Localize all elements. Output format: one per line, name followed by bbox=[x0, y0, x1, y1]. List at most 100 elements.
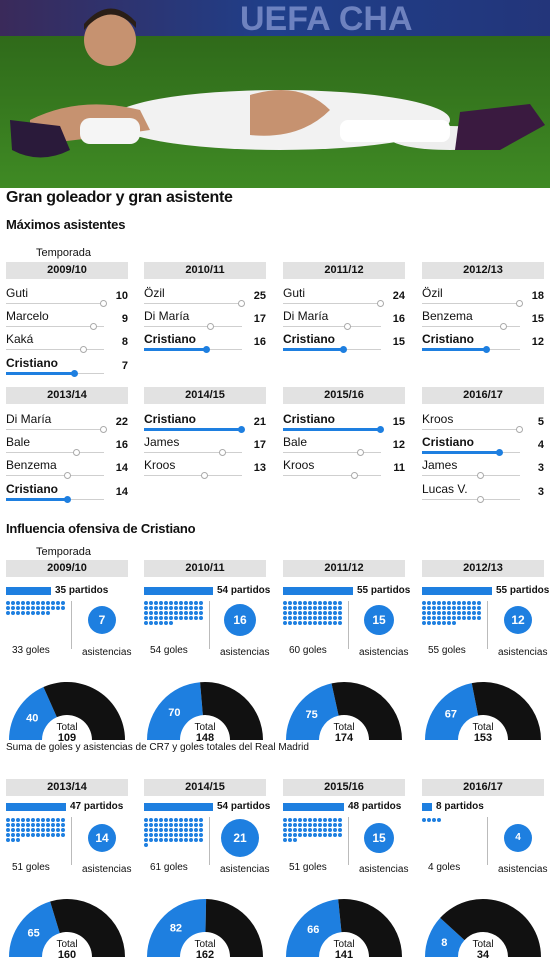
donut-total-value: 34 bbox=[477, 949, 490, 959]
assist-track bbox=[283, 452, 381, 453]
goal-dot bbox=[174, 823, 178, 827]
divider bbox=[209, 817, 210, 865]
player-name: Kroos bbox=[422, 412, 454, 426]
goal-dot bbox=[437, 606, 441, 610]
goal-dot bbox=[16, 611, 20, 615]
season-header: 2010/11 bbox=[144, 560, 266, 577]
goal-dot bbox=[333, 606, 337, 610]
assist-row: Kaká 8 bbox=[6, 332, 128, 354]
goals-dots bbox=[144, 601, 204, 625]
assist-track bbox=[6, 452, 104, 453]
goal-dot bbox=[283, 606, 287, 610]
goal-dot bbox=[184, 611, 188, 615]
goals-dots bbox=[144, 818, 204, 847]
season-header: 2011/12 bbox=[283, 560, 405, 577]
goal-dot bbox=[159, 611, 163, 615]
goal-dot bbox=[462, 616, 466, 620]
assist-track bbox=[422, 326, 520, 327]
goal-dot bbox=[11, 838, 15, 842]
goal-dot bbox=[432, 621, 436, 625]
goal-dot bbox=[21, 828, 25, 832]
assist-track bbox=[6, 303, 104, 304]
goal-dot bbox=[318, 616, 322, 620]
goal-dot bbox=[154, 611, 158, 615]
player-name: Benzema bbox=[422, 309, 473, 323]
goal-dot bbox=[169, 828, 173, 832]
assist-marker bbox=[80, 346, 87, 353]
goal-dot bbox=[174, 833, 178, 837]
goal-dot bbox=[41, 601, 45, 605]
goal-dot bbox=[318, 828, 322, 832]
assist-row: Özil 18 bbox=[422, 286, 544, 308]
goal-dot bbox=[477, 601, 481, 605]
donut-suma-label: 82 bbox=[170, 922, 182, 934]
goal-dot bbox=[184, 833, 188, 837]
goal-dot bbox=[308, 611, 312, 615]
goal-dot bbox=[189, 833, 193, 837]
assist-value: 15 bbox=[531, 313, 544, 325]
assist-row: Lucas V. 3 bbox=[422, 482, 544, 504]
donut-rest-segment bbox=[338, 899, 402, 957]
goal-dot bbox=[462, 606, 466, 610]
goal-dot bbox=[323, 833, 327, 837]
goal-dot bbox=[432, 601, 436, 605]
donut-total-label: Total bbox=[472, 722, 493, 733]
assist-row: Kroos 13 bbox=[144, 458, 266, 480]
goal-dot bbox=[21, 606, 25, 610]
goal-dot bbox=[283, 601, 287, 605]
goal-dot bbox=[189, 606, 193, 610]
goal-dot bbox=[154, 823, 158, 827]
goal-dot bbox=[308, 823, 312, 827]
player-name: James bbox=[144, 435, 180, 449]
goal-dot bbox=[56, 823, 60, 827]
assist-track bbox=[422, 429, 520, 430]
donut-cr7-segment bbox=[9, 686, 57, 740]
goal-dot bbox=[11, 601, 15, 605]
goal-dot bbox=[194, 611, 198, 615]
assist-marker bbox=[64, 472, 71, 479]
goal-dot bbox=[164, 828, 168, 832]
goal-dot bbox=[6, 611, 10, 615]
player-name: Di María bbox=[283, 309, 329, 323]
goal-dot bbox=[149, 601, 153, 605]
assist-row: Cristiano 12 bbox=[422, 332, 544, 354]
assist-track bbox=[144, 326, 242, 327]
goal-dot bbox=[46, 823, 50, 827]
goal-dot bbox=[159, 828, 163, 832]
goal-dot bbox=[189, 838, 193, 842]
assist-value: 16 bbox=[115, 439, 128, 451]
donut-total-value: 109 bbox=[58, 732, 76, 742]
goal-dot bbox=[298, 621, 302, 625]
goal-dot bbox=[328, 818, 332, 822]
goal-dot bbox=[169, 818, 173, 822]
goal-dot bbox=[174, 611, 178, 615]
goal-dot bbox=[61, 828, 65, 832]
donut-cr7-segment bbox=[147, 682, 203, 740]
assist-row: Guti 10 bbox=[6, 286, 128, 308]
goal-dot bbox=[61, 833, 65, 837]
donut-cr7-segment bbox=[286, 899, 342, 957]
season-header: 2013/14 bbox=[6, 779, 128, 796]
assist-row: Di María 16 bbox=[283, 309, 405, 331]
goal-dot bbox=[31, 828, 35, 832]
goal-dot bbox=[174, 818, 178, 822]
goal-dot bbox=[293, 818, 297, 822]
goal-dot bbox=[41, 818, 45, 822]
goal-dot bbox=[174, 616, 178, 620]
partidos-label: 48 partidos bbox=[348, 801, 402, 812]
assist-track bbox=[6, 349, 104, 350]
assist-marker bbox=[90, 323, 97, 330]
assist-value: 21 bbox=[253, 416, 266, 428]
donut-rest-segment bbox=[205, 899, 263, 957]
assist-value: 24 bbox=[392, 290, 405, 302]
donut-total-value: 153 bbox=[474, 732, 492, 742]
goal-dot bbox=[452, 601, 456, 605]
goal-dot bbox=[149, 606, 153, 610]
donut-total-label: Total bbox=[333, 939, 354, 950]
season-header: 2011/12 bbox=[283, 262, 405, 279]
goal-dot bbox=[6, 833, 10, 837]
goal-dot bbox=[422, 621, 426, 625]
goal-dot bbox=[159, 838, 163, 842]
